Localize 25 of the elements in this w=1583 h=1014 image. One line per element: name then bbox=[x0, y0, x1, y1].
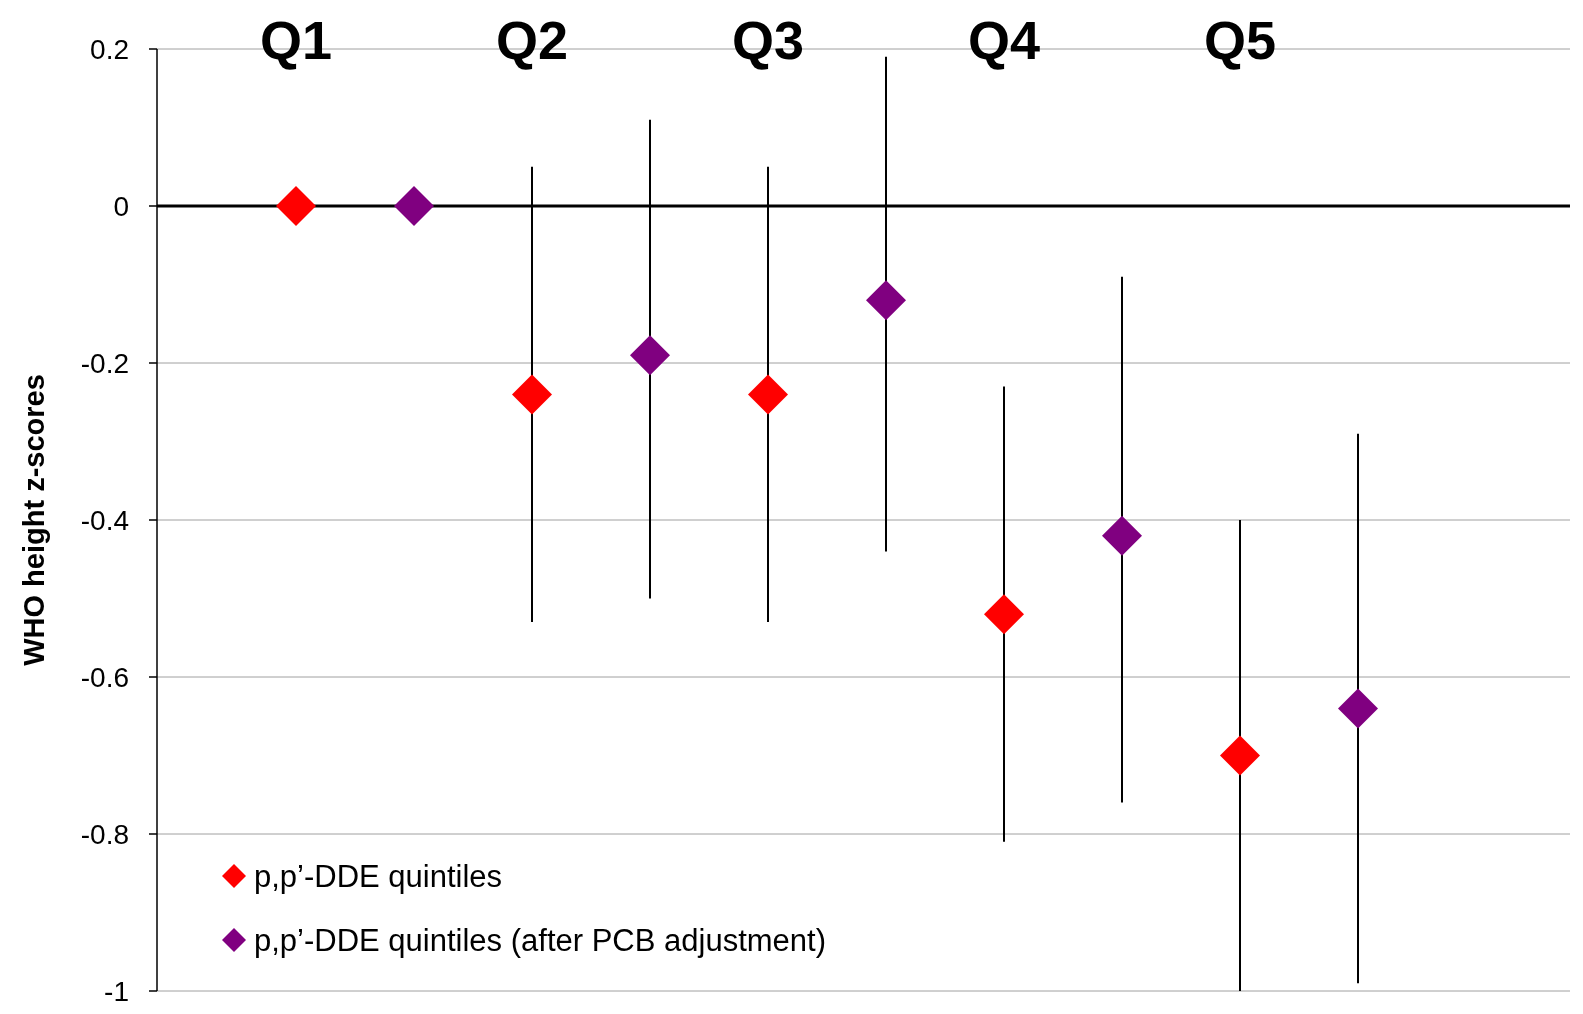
point bbox=[866, 280, 906, 321]
point bbox=[276, 186, 316, 226]
y-tick-label: -0.8 bbox=[80, 818, 129, 850]
y-tick-label: -0.4 bbox=[80, 504, 129, 536]
point bbox=[1102, 515, 1142, 556]
x-tick-label: Q5 bbox=[1203, 10, 1277, 70]
point bbox=[512, 374, 552, 415]
point bbox=[394, 186, 434, 226]
y-tick-label: -1 bbox=[104, 975, 129, 1007]
point bbox=[1338, 688, 1378, 729]
x-tick-label: Q2 bbox=[495, 10, 569, 70]
x-tick-label: Q4 bbox=[967, 10, 1041, 70]
legend-label: p,p’-DDE quintiles (after PCB adjustment) bbox=[254, 922, 827, 958]
y-tick-label: 0 bbox=[113, 190, 129, 222]
y-axis-title: WHO height z-scores bbox=[18, 374, 50, 666]
x-tick-label: Q1 bbox=[259, 10, 333, 70]
x-tick-label: Q3 bbox=[731, 10, 805, 70]
point bbox=[748, 374, 788, 415]
point bbox=[1220, 735, 1260, 776]
point bbox=[984, 594, 1024, 635]
legend-label: p,p’-DDE quintiles bbox=[254, 858, 503, 894]
point bbox=[630, 335, 670, 376]
y-tick-label: -0.2 bbox=[80, 347, 129, 379]
y-tick-label: 0.2 bbox=[90, 33, 129, 65]
y-tick-label: -0.6 bbox=[80, 661, 129, 693]
